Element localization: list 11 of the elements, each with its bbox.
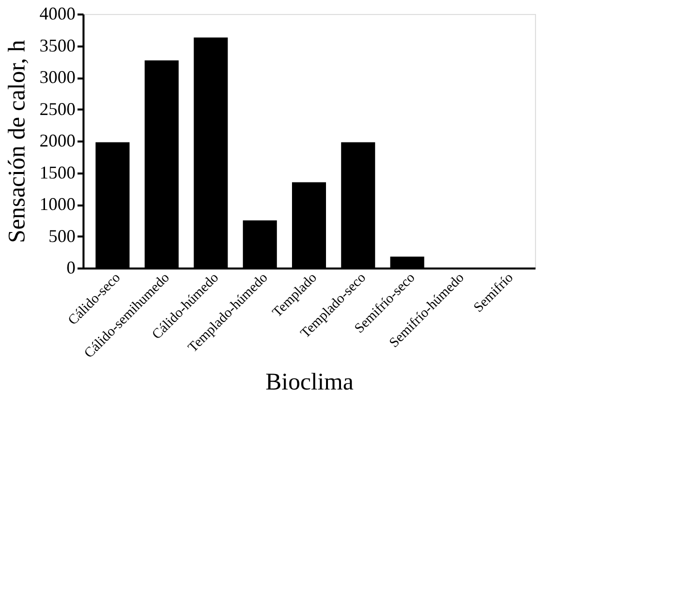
y-tick-label: 0 xyxy=(66,258,76,278)
y-tick-label: 2500 xyxy=(40,98,76,119)
x-axis-title: Bioclima xyxy=(266,370,354,396)
y-tick-label: 1500 xyxy=(40,162,76,182)
y-tick-label: 3000 xyxy=(40,67,76,87)
y-tick-label: 3500 xyxy=(40,35,76,56)
y-tick-label: 1000 xyxy=(40,194,76,214)
y-tick-label: 2000 xyxy=(40,130,76,150)
y-axis-title: Sensación de calor, h xyxy=(4,40,30,243)
y-tick-label: 4000 xyxy=(40,4,76,24)
y-tick-label: 500 xyxy=(48,226,76,246)
